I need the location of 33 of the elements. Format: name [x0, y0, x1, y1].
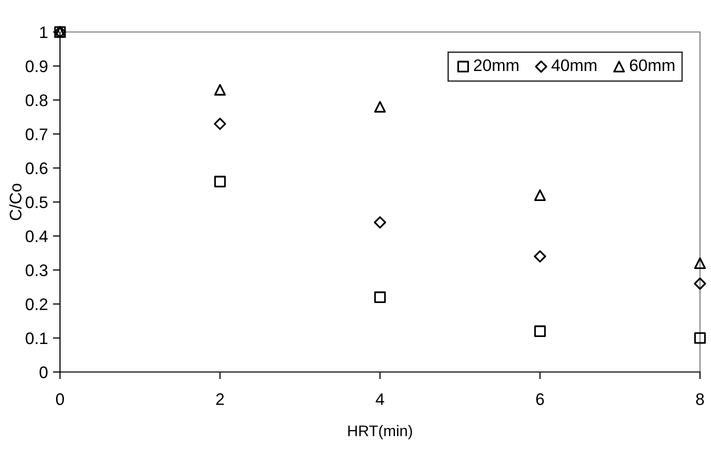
point — [214, 176, 226, 188]
x-tick-label: 2 — [216, 393, 224, 405]
y-tick-label: 0.3 — [26, 264, 48, 276]
x-tick-label: 0 — [56, 393, 64, 406]
x-tick-label: 4 — [376, 393, 384, 405]
point — [534, 189, 546, 202]
y-tick-label: 0.9 — [26, 60, 48, 72]
x-tick-label: 8 — [696, 393, 704, 406]
x-axis-title: HRT(min) — [348, 425, 412, 440]
y-tick-label: 0.5 — [26, 196, 48, 208]
x-tick-label: 6 — [536, 393, 544, 406]
point — [374, 216, 386, 229]
y-tick-label: 0 — [40, 366, 48, 378]
point — [534, 325, 546, 338]
point — [214, 84, 226, 96]
y-tick-label: 0.2 — [26, 298, 48, 310]
legend-label: 60mm — [630, 59, 674, 72]
legend-label: 20mm — [474, 59, 518, 72]
point — [534, 250, 546, 263]
point — [374, 291, 386, 304]
point — [374, 100, 386, 113]
y-tick-label: 0.4 — [26, 230, 48, 242]
legend-label: 40mm — [552, 59, 596, 72]
y-tick-label: 0.8 — [26, 94, 48, 106]
point — [214, 118, 226, 130]
point — [694, 277, 706, 290]
y-tick-label: 1 — [40, 26, 48, 38]
point — [694, 332, 706, 344]
y-tick-label: 0.7 — [26, 128, 48, 140]
point — [694, 257, 706, 270]
y-tick-label: 0.6 — [26, 162, 48, 174]
y-tick-label: 0.1 — [26, 332, 48, 344]
y-axis-title: C/Co — [9, 184, 22, 220]
